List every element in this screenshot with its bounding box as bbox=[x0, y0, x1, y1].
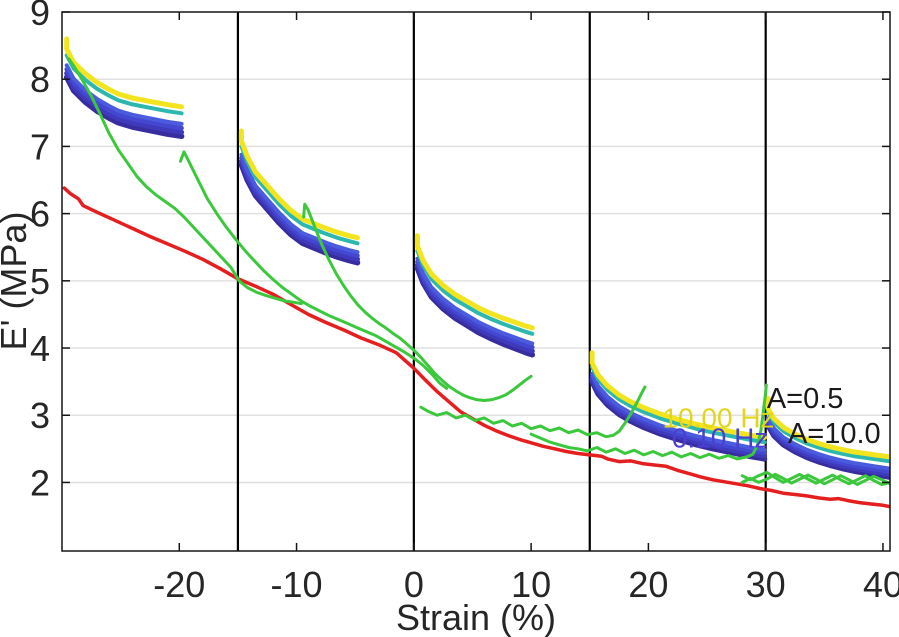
bundle-4-line-f2 bbox=[589, 374, 767, 456]
strain-sweep-2 bbox=[179, 150, 449, 390]
bundle-strain-35 bbox=[765, 395, 890, 480]
axis-ticks bbox=[62, 11, 890, 551]
xtick-label-20: 20 bbox=[628, 564, 668, 605]
annotation-a-0.5: A=0.5 bbox=[767, 383, 844, 415]
strain-sweep-3 bbox=[302, 202, 533, 402]
ytick-label-7: 7 bbox=[30, 126, 50, 167]
bundle-1-line-f3 bbox=[64, 63, 184, 126]
bundle-strain-5 bbox=[414, 233, 536, 358]
ytick-label-3: 3 bbox=[30, 395, 50, 436]
bundle-3-line-f4 bbox=[415, 248, 535, 336]
bundle-1-line-0.10 Hz bbox=[63, 74, 185, 140]
bundle-2-line-f4 bbox=[239, 144, 360, 246]
reference-curve bbox=[62, 186, 890, 509]
ytick-label-4: 4 bbox=[30, 328, 50, 369]
bundle-4-line-f4 bbox=[590, 365, 767, 445]
bundle-4-line-10.00 Hz bbox=[589, 350, 767, 440]
bundle-1-line-f2 bbox=[64, 67, 184, 131]
bundle-3-line-10.00 Hz bbox=[414, 233, 535, 331]
bundle-strain--10 bbox=[238, 128, 361, 266]
bundle-2-line-10.00 Hz bbox=[238, 128, 360, 241]
y-axis-label: E' (MPa) bbox=[0, 212, 34, 351]
gridlines bbox=[62, 78, 890, 484]
bundle-5-line-f3 bbox=[766, 416, 890, 471]
annotation-a-10.0: A=10.0 bbox=[788, 418, 881, 450]
xtick-label-10: 10 bbox=[511, 564, 551, 605]
bundle-1-line-10.00 Hz bbox=[64, 36, 185, 110]
strain-sweep-7 bbox=[740, 472, 890, 486]
bundle-strain--25 bbox=[63, 36, 185, 140]
ytick-label-8: 8 bbox=[30, 59, 50, 100]
bundle-3-line-f3 bbox=[415, 256, 535, 346]
xtick-label-40: 40 bbox=[863, 564, 899, 605]
continuous-strain-ramp bbox=[62, 186, 890, 509]
xtick-label-0: 0 bbox=[404, 564, 424, 605]
annotations: A=0.5A=10.0 10.00 Hz0.10 Hz bbox=[662, 383, 880, 454]
bundle-5-line-f4 bbox=[766, 410, 890, 464]
tick-labels: -20 -10 0 10 20 30 40 2 3 4 5 6 7 8 9 bbox=[30, 0, 899, 605]
xtick-label-30: 30 bbox=[746, 564, 786, 605]
bundle-4-line-f3 bbox=[590, 371, 767, 452]
bundle-5-line-10.00 Hz bbox=[765, 395, 890, 460]
frequency-sweep-bundles bbox=[63, 36, 890, 480]
xtick-label--10: -10 bbox=[271, 564, 323, 605]
strain-sweep-1 bbox=[67, 57, 303, 306]
ytick-label-6: 6 bbox=[30, 194, 50, 235]
annotation-10.00-hz: 10.00 Hz bbox=[662, 402, 774, 433]
strain-sweep-curves bbox=[67, 57, 890, 486]
ytick-label-5: 5 bbox=[30, 261, 50, 302]
ytick-label-9: 9 bbox=[30, 0, 50, 33]
ytick-label-2: 2 bbox=[30, 462, 50, 503]
bundle-2-line-f3 bbox=[239, 152, 360, 255]
strain-sweep-6 bbox=[740, 470, 890, 486]
strain-sweep-4 bbox=[419, 385, 647, 439]
annotation-0.10-hz: 0.10 Hz bbox=[672, 423, 769, 454]
bundle-strain-20 bbox=[589, 350, 768, 462]
x-axis-label: Strain (%) bbox=[396, 597, 556, 637]
xtick-label--20: -20 bbox=[153, 564, 205, 605]
bundle-1-line-f1 bbox=[64, 70, 185, 135]
strain-sweep-5 bbox=[529, 383, 768, 461]
